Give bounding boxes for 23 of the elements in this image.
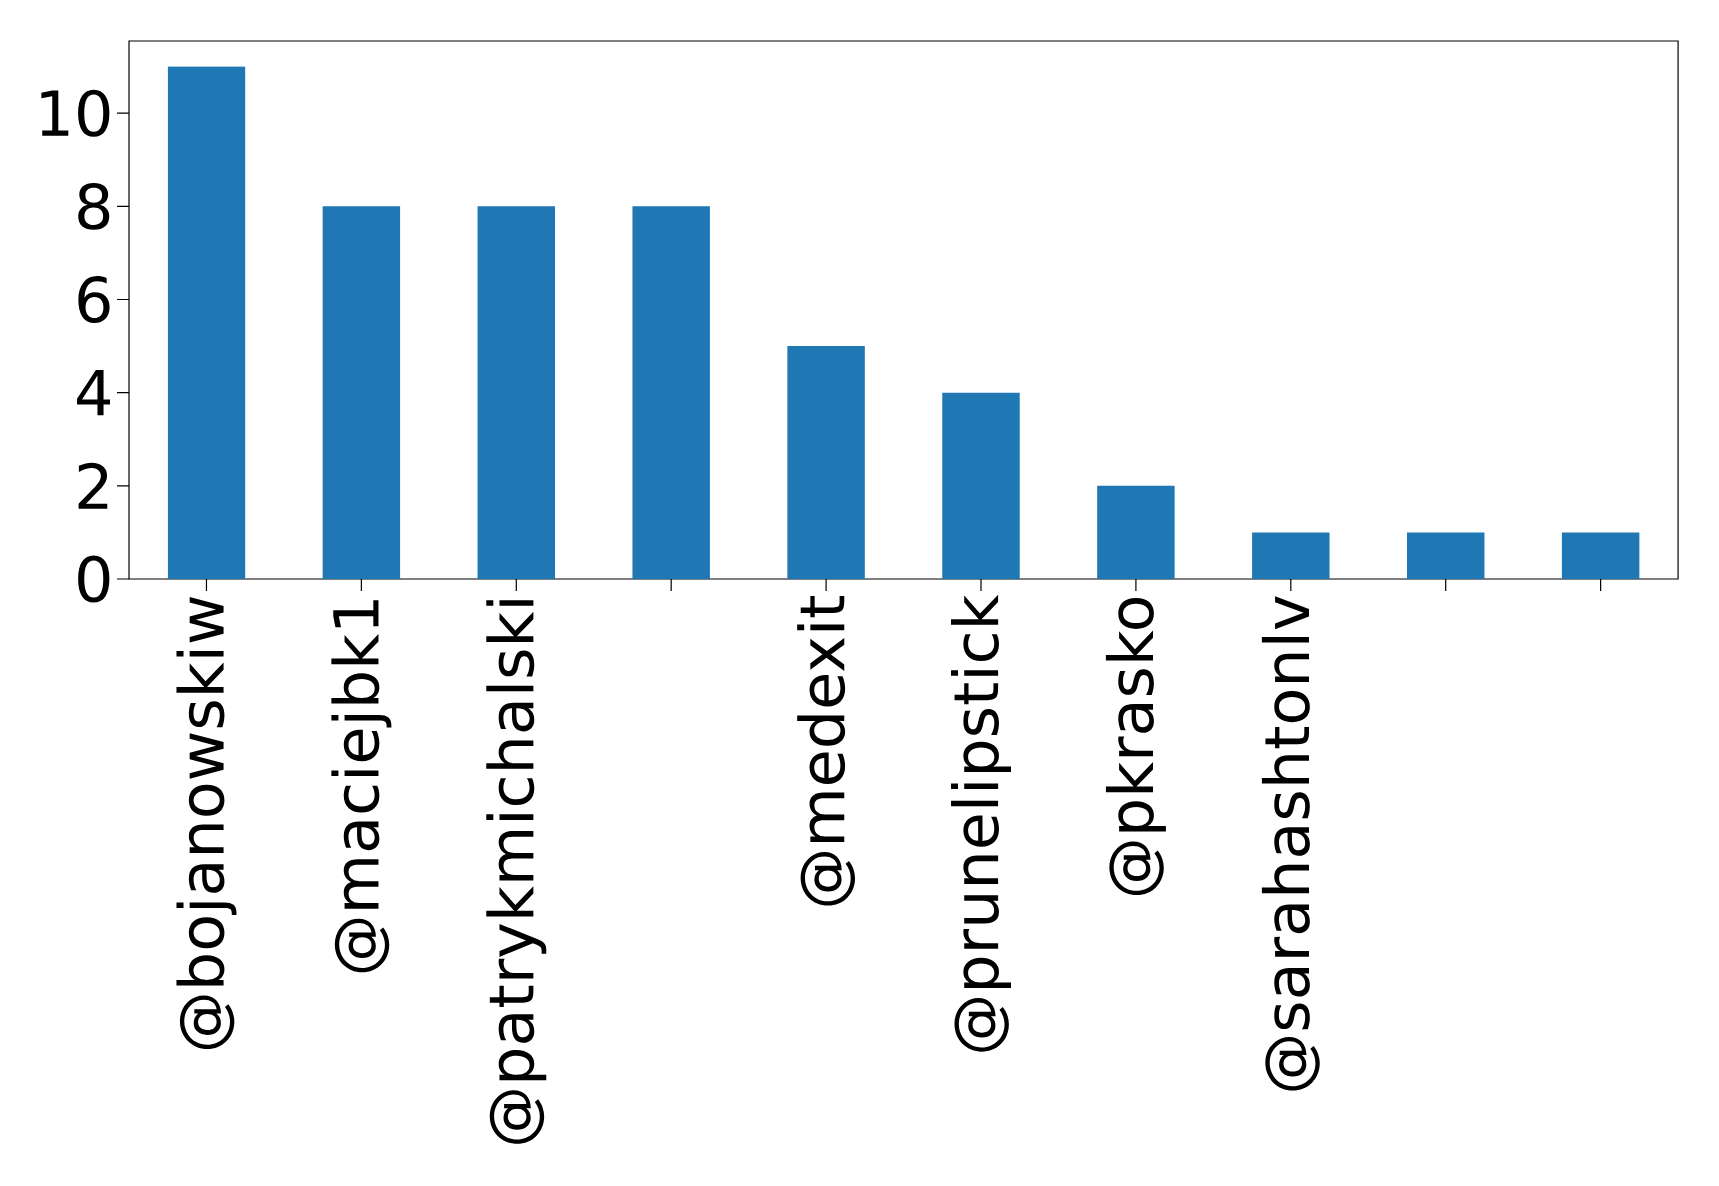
bar [322,206,401,579]
x-tick-label: @maciejbk1 [331,600,392,973]
bar [1097,485,1175,579]
x-tick-label: @bojanowskiw [176,597,237,1050]
y-tick-label: 10 [41,89,110,137]
y-tick-label: 4 [77,370,110,416]
x-tick-label: @patrykmichalski [486,600,547,1144]
x-tick-label: @medexit [797,595,856,906]
bar [942,392,1020,579]
bar [1406,532,1485,579]
bar [1561,532,1640,579]
y-tick-label: 8 [78,182,110,230]
bar [787,346,865,579]
bar [632,206,710,579]
y-tick-label: 2 [78,462,108,509]
bar [1252,532,1330,579]
y-tick-label: 6 [78,276,110,323]
x-tick-label: @prunelipstick [951,594,1011,1052]
x-tick-label: @sarahashtonlv [1261,596,1320,1091]
bar [167,66,246,579]
y-tick-label: 0 [78,555,110,603]
x-tick-label: @pkrasko [1105,597,1166,896]
bar [477,206,556,579]
